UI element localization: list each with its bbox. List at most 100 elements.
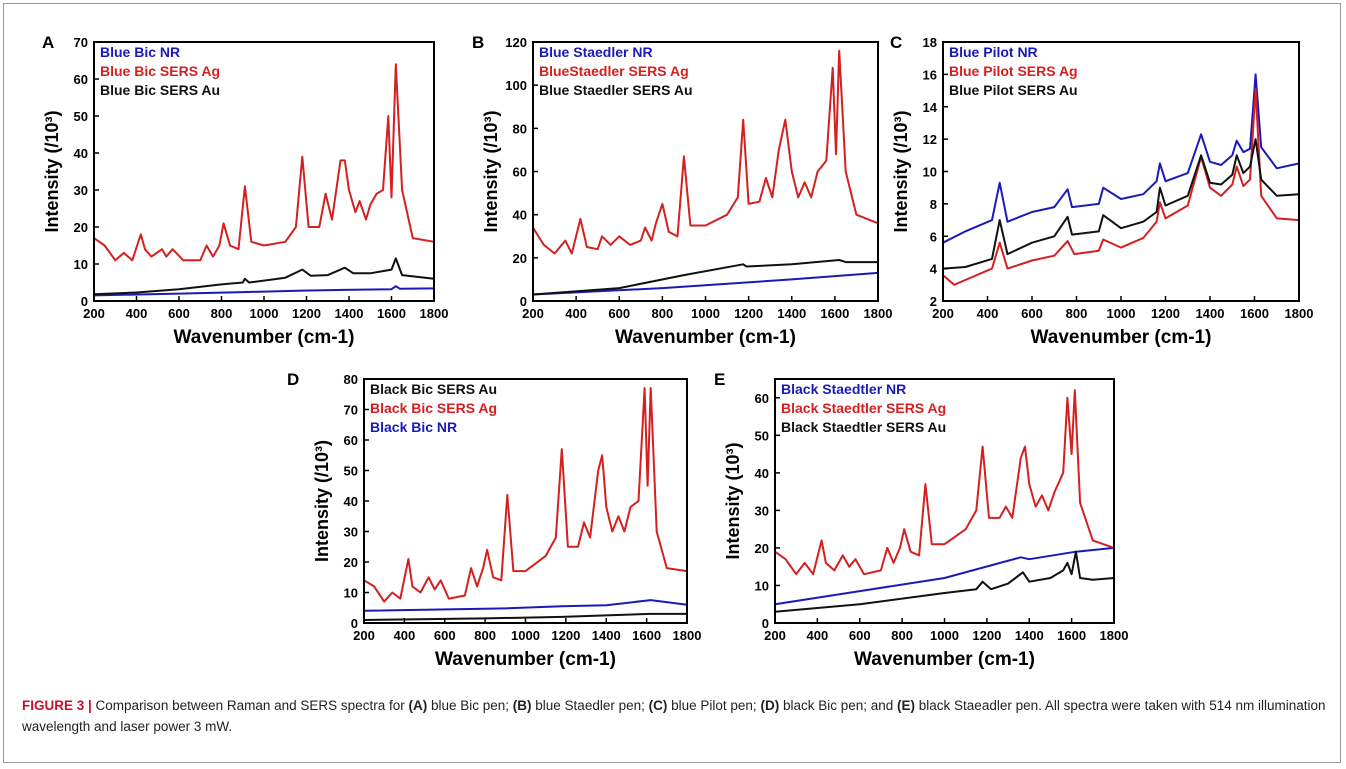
legend-entry: Black Staedtler NR <box>781 381 906 397</box>
x-tick-label: 600 <box>434 628 456 643</box>
plot-frame <box>93 41 435 302</box>
x-tick-label: 1200 <box>1151 306 1180 321</box>
y-tick-label: 50 <box>755 428 769 443</box>
legend-entry: Blue Pilot SERS Au <box>949 82 1078 98</box>
caption-text-segment: (E) <box>897 698 916 713</box>
y-tick-label: 0 <box>351 616 358 631</box>
caption-text-segment: blue Pilot pen; <box>667 698 761 713</box>
x-tick-label: 1200 <box>551 628 580 643</box>
series-line-red <box>532 49 879 255</box>
caption-text-segment: Comparison between Raman and SERS spectr… <box>91 698 409 713</box>
x-tick-label: 1200 <box>972 628 1001 643</box>
panel-letter: E <box>714 370 725 389</box>
x-tick-label: 1400 <box>1196 306 1225 321</box>
x-tick-label: 800 <box>652 306 674 321</box>
x-tick-label: 1000 <box>511 628 540 643</box>
x-tick-label: 1200 <box>292 306 321 321</box>
chart-panel-e: E 200 400 600 800 1000 1200 1400 1600 1800 0 10 20 30… <box>714 370 1128 670</box>
legend-entry: Blue Bic NR <box>100 44 180 60</box>
x-tick-label: 1600 <box>377 306 406 321</box>
x-tick-label: 1800 <box>1285 306 1314 321</box>
caption-text-segment: black Staeadler pen. All spectra were ta… <box>22 698 1326 734</box>
y-tick-label: 12 <box>923 132 937 147</box>
panel-letter: D <box>287 370 299 389</box>
x-tick-label: 1600 <box>820 306 849 321</box>
series-line-black <box>532 259 878 296</box>
y-tick-label: 50 <box>344 464 358 479</box>
legend-entry: Black Staedtler SERS Ag <box>781 400 946 416</box>
y-axis-label: Intensity (/10³) <box>42 110 62 232</box>
x-tick-label: 1600 <box>1057 628 1086 643</box>
series-line-black <box>363 612 687 621</box>
x-tick-label: 1800 <box>1100 628 1129 643</box>
y-tick-label: 20 <box>513 251 527 266</box>
series-line-black <box>93 257 435 296</box>
caption-text-segment: blue Staedler pen; <box>531 698 649 713</box>
series-line-black <box>774 550 1115 613</box>
x-tick-label: 200 <box>353 628 375 643</box>
x-tick-label: 1800 <box>673 628 702 643</box>
x-tick-label: 1200 <box>734 306 763 321</box>
y-tick-label: 20 <box>344 555 358 570</box>
x-tick-label: 1000 <box>1107 306 1136 321</box>
chart-panel-c: C 200 400 600 800 1000 1200 1400 1600 1800 2 4 6 8 10 1… <box>890 33 1313 348</box>
x-tick-label: 600 <box>168 306 190 321</box>
x-tick-label: 1600 <box>1240 306 1269 321</box>
caption-text-segment: (D) <box>760 698 780 713</box>
x-tick-label: 1800 <box>420 306 449 321</box>
y-tick-label: 6 <box>930 229 937 244</box>
series-line-blue <box>363 599 688 612</box>
y-tick-label: 30 <box>755 503 769 518</box>
legend-entry: BlueStaedler SERS Ag <box>539 63 689 79</box>
series-line-black <box>942 138 1300 270</box>
x-tick-label: 200 <box>764 628 786 643</box>
x-tick-label: 1000 <box>250 306 279 321</box>
y-axis-label: Intensity (10³) <box>723 442 743 559</box>
y-tick-label: 14 <box>923 100 938 115</box>
legend-entry: Black Bic SERS Ag <box>370 400 497 416</box>
y-tick-label: 40 <box>74 146 88 161</box>
x-axis-label: Wavenumber (cm-1) <box>435 649 616 670</box>
y-tick-label: 10 <box>344 586 358 601</box>
series-line-red <box>774 389 1115 576</box>
series-line-blue <box>532 271 879 296</box>
x-tick-label: 600 <box>1021 306 1043 321</box>
legend-entry: Blue Staedler SERS Au <box>539 82 693 98</box>
y-tick-label: 40 <box>344 494 358 509</box>
y-tick-label: 10 <box>74 257 88 272</box>
y-tick-label: 20 <box>755 541 769 556</box>
y-tick-label: 4 <box>930 262 938 277</box>
caption-text-segment: blue Bic pen; <box>427 698 513 713</box>
chart-panel-b: B 200 400 600 800 1000 1200 1400 1600 1800 0 20 40 60… <box>472 33 892 348</box>
legend-entry: Blue Staedler NR <box>539 44 653 60</box>
caption-text-segment: (B) <box>512 698 532 713</box>
x-tick-label: 400 <box>807 628 829 643</box>
y-tick-label: 0 <box>520 294 527 309</box>
x-tick-label: 800 <box>474 628 496 643</box>
y-tick-label: 70 <box>344 403 358 418</box>
y-tick-label: 100 <box>505 78 527 93</box>
x-tick-label: 1400 <box>592 628 621 643</box>
y-tick-label: 70 <box>74 35 88 50</box>
y-tick-label: 30 <box>74 183 88 198</box>
legend-entry: Blue Bic SERS Ag <box>100 63 220 79</box>
legend-entry: Blue Pilot SERS Ag <box>949 63 1078 79</box>
y-tick-label: 18 <box>923 35 937 50</box>
x-tick-label: 1400 <box>777 306 806 321</box>
y-tick-label: 60 <box>74 72 88 87</box>
x-tick-label: 400 <box>977 306 999 321</box>
series-line-blue <box>774 546 1115 606</box>
caption-text-segment: black Bic pen; and <box>779 698 898 713</box>
legend-entry: Blue Pilot NR <box>949 44 1038 60</box>
y-axis-label: Intensity (/10³) <box>891 110 911 232</box>
x-tick-label: 400 <box>126 306 148 321</box>
y-tick-label: 10 <box>755 578 769 593</box>
panel-letter: A <box>42 33 54 52</box>
legend-entry: Blue Bic SERS Au <box>100 82 220 98</box>
y-axis-label: Intensity (/10³) <box>312 440 332 562</box>
series-line-blue <box>93 285 435 297</box>
y-tick-label: 10 <box>923 165 937 180</box>
x-tick-label: 200 <box>522 306 544 321</box>
y-tick-label: 60 <box>755 391 769 406</box>
